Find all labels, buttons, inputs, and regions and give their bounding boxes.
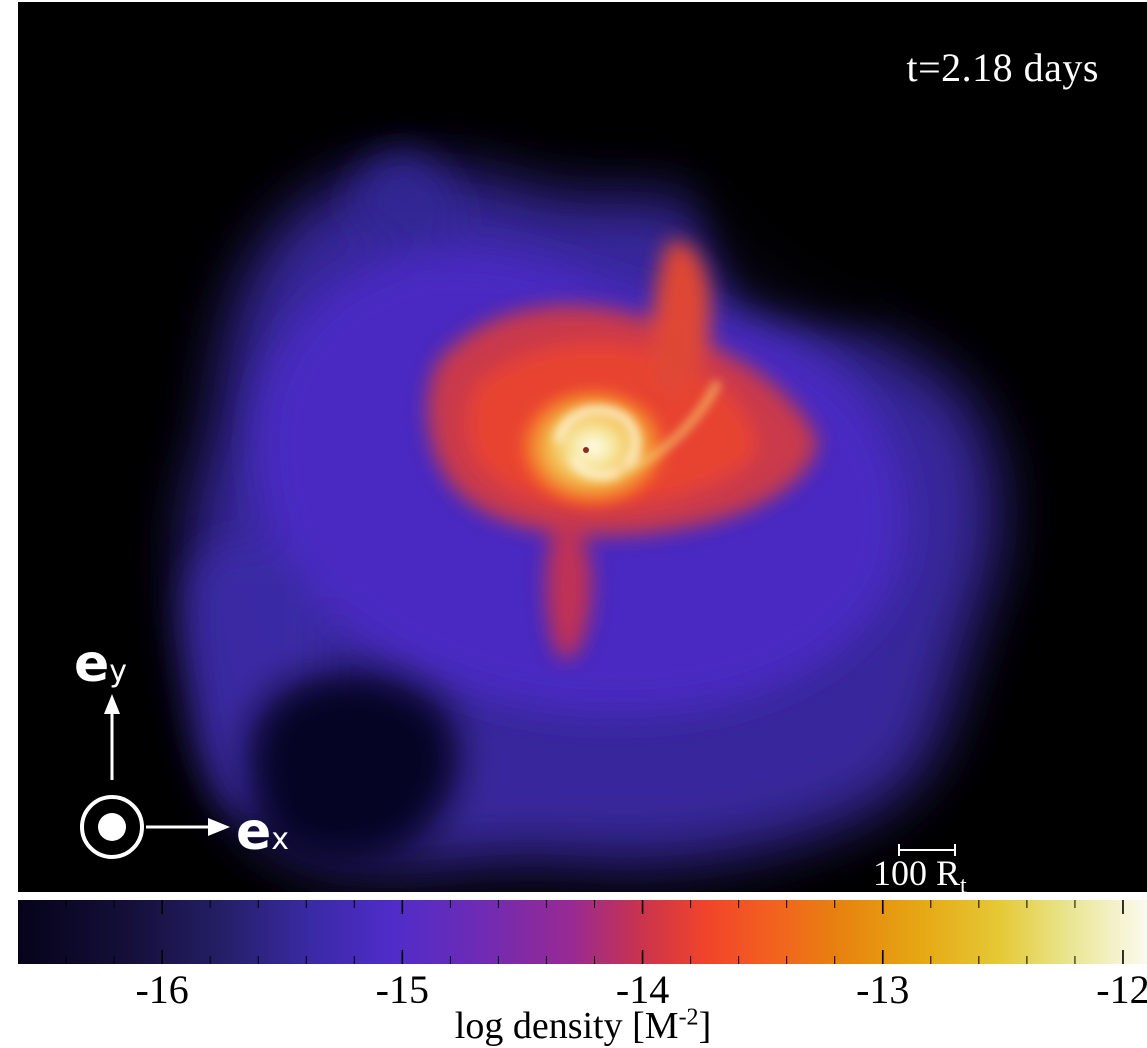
colorbar-tick-label: -15 xyxy=(375,967,429,1012)
density-map-panel: t=2.18 days 100 Rt ey ex xyxy=(18,2,1147,892)
colorbar xyxy=(18,900,1147,964)
colorbar-tick-label: -12 xyxy=(1096,967,1147,1012)
colorbar-tick-label: -14 xyxy=(615,967,670,1012)
y-arrowhead-icon xyxy=(104,694,120,714)
scale-bar xyxy=(898,844,956,856)
colorbar-title: log density [M-2] xyxy=(454,1004,712,1047)
colorbar-ticks xyxy=(18,900,1124,964)
scale-bar-label: 100 Rt xyxy=(873,853,967,892)
time-label: t=2.18 days xyxy=(906,45,1099,90)
colorbar-gradient xyxy=(18,900,1147,964)
z-out-of-plane-icon xyxy=(80,795,144,859)
colorbar-tick-label: -16 xyxy=(135,967,189,1012)
axes-orientation-glyph xyxy=(80,694,230,859)
colorbar-tick-label: -13 xyxy=(856,967,910,1012)
x-arrowhead-icon xyxy=(208,818,230,836)
density-map-image xyxy=(186,122,998,870)
x-axis-label: ex xyxy=(236,802,290,862)
y-axis-label: ey xyxy=(74,634,128,694)
